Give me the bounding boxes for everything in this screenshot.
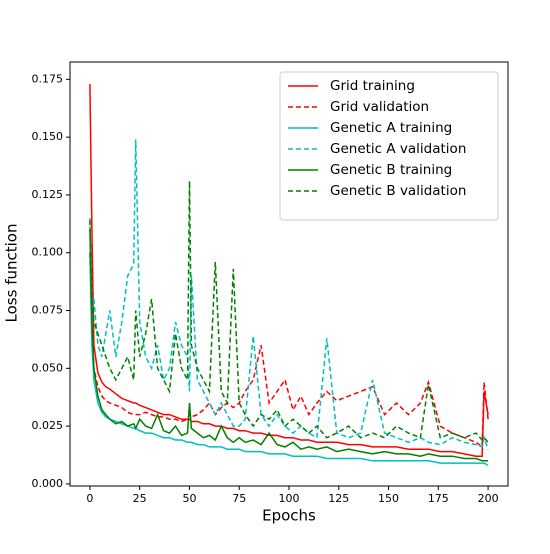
x-tick-label: 25 <box>133 492 147 505</box>
series-line <box>89 229 489 462</box>
x-tick-label: 200 <box>478 492 499 505</box>
legend-box <box>279 71 499 221</box>
x-tick-label: 150 <box>378 492 399 505</box>
y-axis-label: Loss function <box>3 224 21 323</box>
x-tick-label: 0 <box>86 492 93 505</box>
legend-label: Grid training <box>330 78 415 94</box>
y-tick-label: 0.000 <box>32 477 64 490</box>
x-tick-label: 50 <box>182 492 196 505</box>
y-tick-label: 0.075 <box>32 304 64 317</box>
y-tick-label: 0.050 <box>32 361 64 374</box>
y-tick-label: 0.175 <box>32 72 64 85</box>
x-tick-label: 75 <box>232 492 246 505</box>
x-axis-label: Epochs <box>262 507 316 525</box>
series-line <box>89 139 489 450</box>
legend-label: Genetic B training <box>330 162 452 178</box>
x-tick-label: 125 <box>328 492 349 505</box>
legend-label: Genetic A training <box>330 120 452 136</box>
x-tick-label: 100 <box>279 492 300 505</box>
x-tick-label: 175 <box>428 492 449 505</box>
series-line <box>89 252 489 467</box>
y-tick-label: 0.150 <box>32 130 64 143</box>
axes-frame <box>69 61 509 487</box>
series-line <box>89 181 489 443</box>
series-line <box>89 252 489 449</box>
legend-label: Grid validation <box>330 99 429 115</box>
y-tick-label: 0.100 <box>32 246 64 259</box>
legend-label: Genetic A validation <box>330 141 466 157</box>
y-tick-label: 0.125 <box>32 188 64 201</box>
y-tick-label: 0.025 <box>32 419 64 432</box>
series-line <box>89 83 489 457</box>
legend-label: Genetic B validation <box>330 183 466 199</box>
